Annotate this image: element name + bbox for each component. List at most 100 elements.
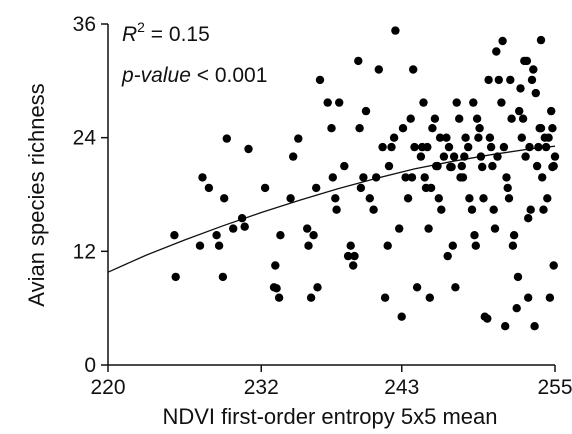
data-point xyxy=(492,47,501,56)
data-point xyxy=(518,114,528,123)
data-point xyxy=(455,114,464,123)
data-point xyxy=(289,152,298,161)
data-point xyxy=(350,251,359,261)
data-point xyxy=(512,304,521,313)
data-point xyxy=(437,205,446,214)
data-point xyxy=(549,261,558,270)
data-point xyxy=(509,231,519,240)
data-point xyxy=(485,133,495,142)
data-point xyxy=(541,142,551,152)
data-point xyxy=(380,293,390,302)
data-point xyxy=(517,133,526,142)
data-point xyxy=(323,98,332,107)
data-point xyxy=(374,65,383,74)
p-value-value: < 0.001 xyxy=(191,64,267,87)
data-point xyxy=(260,183,270,193)
data-point xyxy=(244,144,253,154)
data-point xyxy=(461,133,470,142)
data-point xyxy=(545,293,555,302)
data-point xyxy=(397,312,406,321)
data-point xyxy=(425,293,434,302)
data-point xyxy=(547,106,556,116)
data-point xyxy=(484,75,493,85)
data-point xyxy=(195,241,205,250)
data-point xyxy=(313,283,322,292)
data-point xyxy=(309,231,318,240)
data-point xyxy=(274,293,284,302)
data-point xyxy=(412,283,422,292)
x-tick-label: 220 xyxy=(90,376,125,399)
data-point xyxy=(212,231,221,240)
data-point xyxy=(359,173,368,182)
x-tick-label: 232 xyxy=(244,376,279,399)
r-squared-superscript: 2 xyxy=(137,19,145,35)
data-point xyxy=(456,173,465,182)
data-point xyxy=(540,133,549,142)
y-tick-label: 24 xyxy=(73,127,97,150)
data-point xyxy=(501,322,510,331)
data-point xyxy=(306,293,316,302)
data-point xyxy=(304,241,313,250)
data-point xyxy=(522,56,532,66)
data-point xyxy=(354,56,363,66)
data-point xyxy=(355,124,364,133)
data-point xyxy=(493,152,502,161)
data-point xyxy=(524,293,533,302)
data-point xyxy=(504,194,514,203)
data-point xyxy=(435,133,445,142)
data-point xyxy=(430,114,440,123)
data-point xyxy=(497,98,506,107)
data-point xyxy=(171,272,180,282)
data-point xyxy=(349,261,358,270)
data-point xyxy=(524,214,533,223)
data-point xyxy=(218,272,228,282)
data-point xyxy=(513,272,523,282)
data-point xyxy=(220,194,229,203)
x-axis-label: NDVI first-order entropy 5x5 mean xyxy=(162,404,497,429)
data-point xyxy=(452,98,461,107)
data-point xyxy=(465,194,474,203)
data-point xyxy=(530,322,539,331)
data-point xyxy=(343,251,353,261)
data-point xyxy=(346,241,355,250)
data-point xyxy=(516,84,525,93)
data-point xyxy=(502,173,511,182)
data-point xyxy=(214,241,224,250)
fit-curve xyxy=(107,145,556,273)
y-tick-label: 36 xyxy=(73,13,96,36)
y-tick-label: 0 xyxy=(84,354,96,377)
data-point xyxy=(271,261,280,270)
data-point xyxy=(286,194,295,203)
data-point xyxy=(303,224,312,233)
data-point xyxy=(424,224,433,233)
data-point xyxy=(506,75,515,85)
data-point xyxy=(442,133,451,142)
r-squared-value: = 0.15 xyxy=(145,23,210,46)
data-point xyxy=(444,142,454,152)
data-point xyxy=(479,194,488,203)
data-point xyxy=(478,162,487,172)
r-squared-annotation: R2 = 0.15 xyxy=(122,19,210,46)
data-point xyxy=(457,161,466,171)
data-point xyxy=(472,114,482,123)
data-point xyxy=(503,183,512,193)
x-tick-label: 243 xyxy=(384,376,419,399)
data-point xyxy=(467,205,477,214)
data-point xyxy=(507,114,516,123)
data-point xyxy=(460,152,469,161)
data-point xyxy=(536,35,546,45)
data-point xyxy=(327,124,336,133)
data-point xyxy=(356,183,366,193)
data-point xyxy=(222,134,231,143)
data-point xyxy=(447,162,456,172)
data-point xyxy=(486,142,496,152)
data-point xyxy=(332,205,341,214)
data-point xyxy=(378,142,387,152)
data-point xyxy=(548,124,557,133)
data-point xyxy=(391,26,400,35)
data-point xyxy=(398,124,408,133)
data-point xyxy=(443,251,452,261)
data-point xyxy=(383,241,392,250)
y-tick-label: 12 xyxy=(73,240,96,263)
data-point xyxy=(476,152,486,161)
